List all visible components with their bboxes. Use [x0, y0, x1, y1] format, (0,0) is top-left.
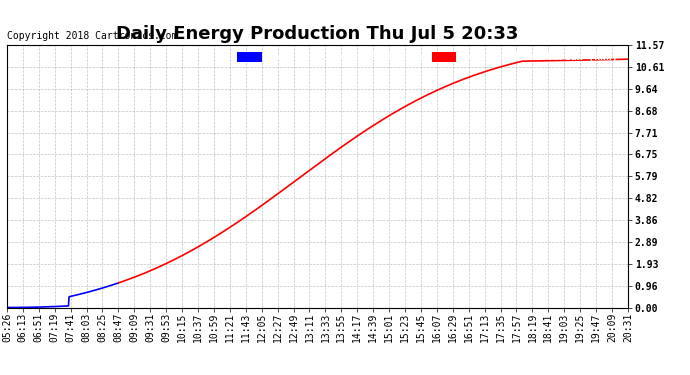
Title: Daily Energy Production Thu Jul 5 20:33: Daily Energy Production Thu Jul 5 20:33 [116, 26, 519, 44]
Legend: Power Produced OffPeak (kWh), Power Produced OnPeak (kWh): Power Produced OffPeak (kWh), Power Prod… [235, 50, 620, 64]
Text: Copyright 2018 Cartronics.com: Copyright 2018 Cartronics.com [7, 32, 177, 41]
